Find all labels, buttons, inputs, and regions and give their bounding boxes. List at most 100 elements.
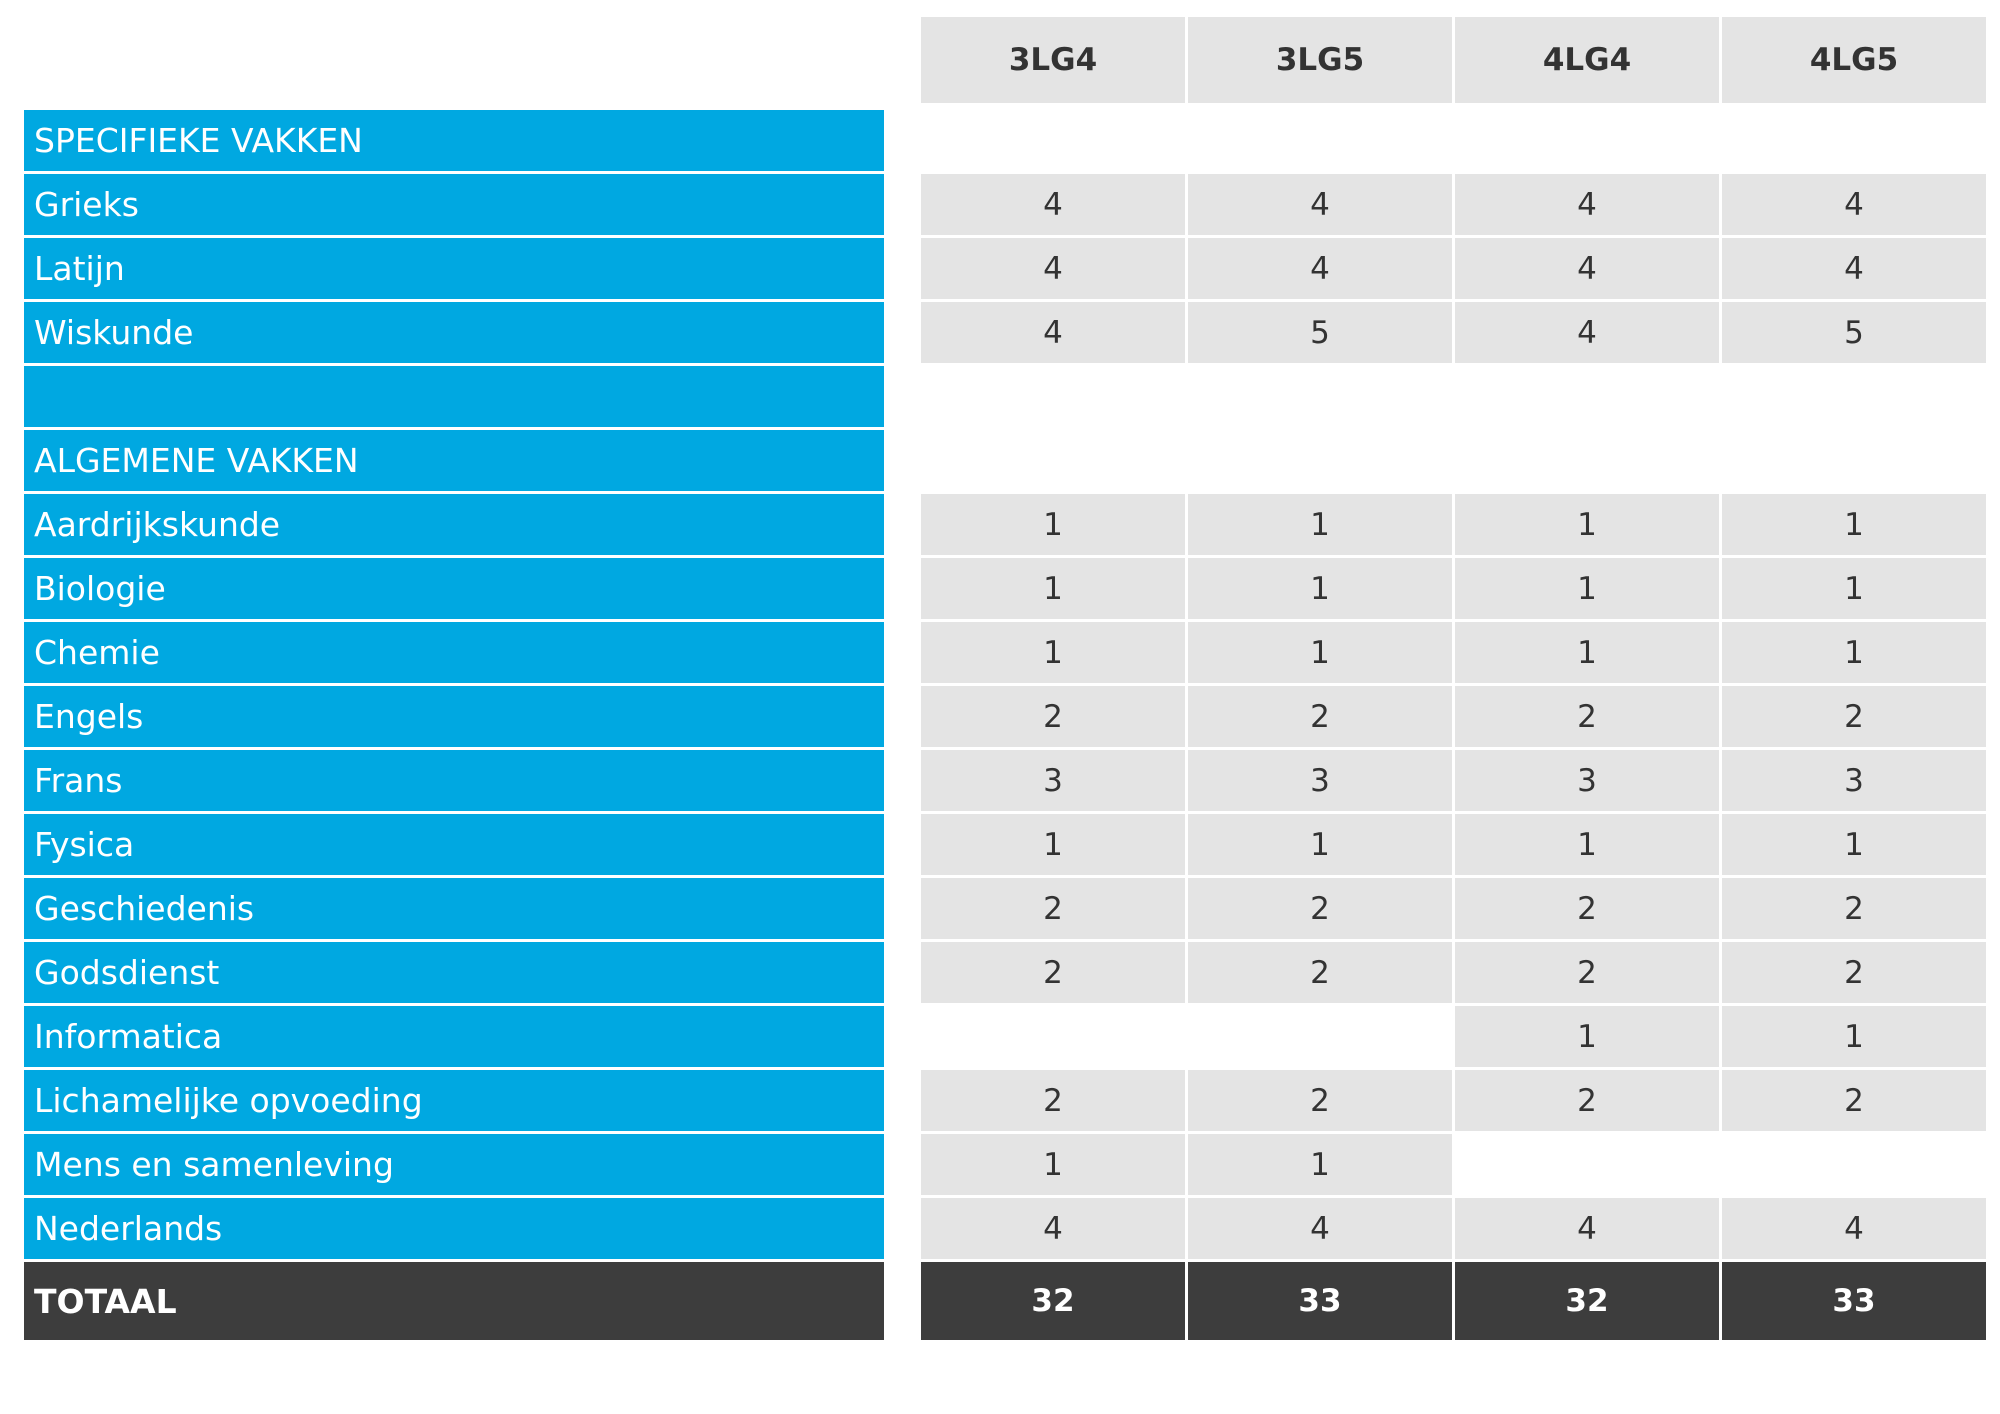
value-cell: 32 [1455,1262,1719,1340]
table-row: Engels 2 2 2 2 [24,686,1990,747]
value-cell: 4 [1188,238,1452,299]
table-row: Mens en samenleving 1 1 [24,1134,1990,1195]
value-cell: 1 [921,1134,1185,1195]
value-cell: 2 [921,942,1185,1003]
value-cell: 1 [921,558,1185,619]
value-cell: 2 [1722,1070,1986,1131]
table-row: Geschiedenis 2 2 2 2 [24,878,1990,939]
value-cell: 1 [1722,494,1986,555]
value-cell: 1 [921,814,1185,875]
value-cell: 1 [1455,1006,1719,1067]
value-cell: 1 [1188,558,1452,619]
value-cell [1188,430,1452,491]
value-cell: 1 [1722,814,1986,875]
value-cell: 3 [1188,750,1452,811]
value-cell: 1 [1188,814,1452,875]
value-cell [921,430,1185,491]
value-cell: 33 [1722,1262,1986,1340]
value-cell: 4 [1455,302,1719,363]
value-cell [1722,366,1986,427]
value-cell: 2 [1722,942,1986,1003]
row-label [24,366,884,427]
table-row: Latijn 4 4 4 4 [24,238,1990,299]
value-cell [1188,110,1452,171]
row-label: ALGEMENE VAKKEN [24,430,884,491]
value-cell: 4 [1722,238,1986,299]
value-cell: 2 [1188,686,1452,747]
table-row: Frans 3 3 3 3 [24,750,1990,811]
value-cell: 5 [1188,302,1452,363]
column-header: 3LG4 [921,17,1185,103]
value-cell: 3 [1722,750,1986,811]
value-cell: 4 [921,174,1185,235]
timetable: 3LG4 3LG5 4LG4 4LG5 SPECIFIEKE VAKKEN Gri… [24,17,1990,1340]
value-cell: 1 [1188,622,1452,683]
value-cell [921,366,1185,427]
table-row: Wiskunde 4 5 4 5 [24,302,1990,363]
row-label: Informatica [24,1006,884,1067]
row-label: SPECIFIEKE VAKKEN [24,110,884,171]
value-cell [1722,430,1986,491]
row-label: Frans [24,750,884,811]
value-cell: 4 [1722,1198,1986,1259]
row-label: Latijn [24,238,884,299]
value-cell [1455,366,1719,427]
value-cell: 2 [1455,686,1719,747]
row-label: Biologie [24,558,884,619]
section-row: SPECIFIEKE VAKKEN [24,110,1990,171]
value-cell: 2 [1455,1070,1719,1131]
value-cell: 2 [1188,942,1452,1003]
value-cell: 1 [1188,1134,1452,1195]
value-cell: 3 [1455,750,1719,811]
value-cell: 1 [1455,622,1719,683]
table-row: Lichamelijke opvoeding 2 2 2 2 [24,1070,1990,1131]
row-label: Geschiedenis [24,878,884,939]
value-cell: 4 [921,238,1185,299]
value-cell [1722,1134,1986,1195]
value-cell: 1 [921,494,1185,555]
value-cell: 4 [921,1198,1185,1259]
value-cell: 1 [1722,1006,1986,1067]
column-header: 3LG5 [1188,17,1452,103]
value-cell [1455,110,1719,171]
value-cell: 2 [1455,942,1719,1003]
row-label: Aardrijkskunde [24,494,884,555]
value-cell: 4 [1455,238,1719,299]
value-cell: 2 [1722,878,1986,939]
value-cell [1188,1006,1452,1067]
table-row: Nederlands 4 4 4 4 [24,1198,1990,1259]
value-cell [921,110,1185,171]
table-row: Informatica 1 1 [24,1006,1990,1067]
value-cell: 4 [1722,174,1986,235]
section-row [24,366,1990,427]
value-cell: 2 [1188,878,1452,939]
column-header: 4LG4 [1455,17,1719,103]
row-label: Godsdienst [24,942,884,1003]
header-corner [24,17,884,103]
table-row: Grieks 4 4 4 4 [24,174,1990,235]
value-cell: 33 [1188,1262,1452,1340]
value-cell: 2 [921,1070,1185,1131]
value-cell: 4 [1455,174,1719,235]
header-row: 3LG4 3LG5 4LG4 4LG5 [24,17,1990,103]
row-label: Grieks [24,174,884,235]
value-cell [1722,110,1986,171]
value-cell: 1 [1455,494,1719,555]
table-row: Biologie 1 1 1 1 [24,558,1990,619]
value-cell: 32 [921,1262,1185,1340]
row-label: Engels [24,686,884,747]
row-label: Nederlands [24,1198,884,1259]
value-cell: 1 [921,622,1185,683]
value-cell [1188,366,1452,427]
table-row: Godsdienst 2 2 2 2 [24,942,1990,1003]
value-cell: 1 [1722,558,1986,619]
row-label: Wiskunde [24,302,884,363]
value-cell: 4 [1455,1198,1719,1259]
value-cell: 4 [921,302,1185,363]
value-cell: 4 [1188,1198,1452,1259]
row-label: Chemie [24,622,884,683]
table-row: Aardrijkskunde 1 1 1 1 [24,494,1990,555]
value-cell: 4 [1188,174,1452,235]
column-header: 4LG5 [1722,17,1986,103]
total-row: TOTAAL 32 33 32 33 [24,1262,1990,1340]
